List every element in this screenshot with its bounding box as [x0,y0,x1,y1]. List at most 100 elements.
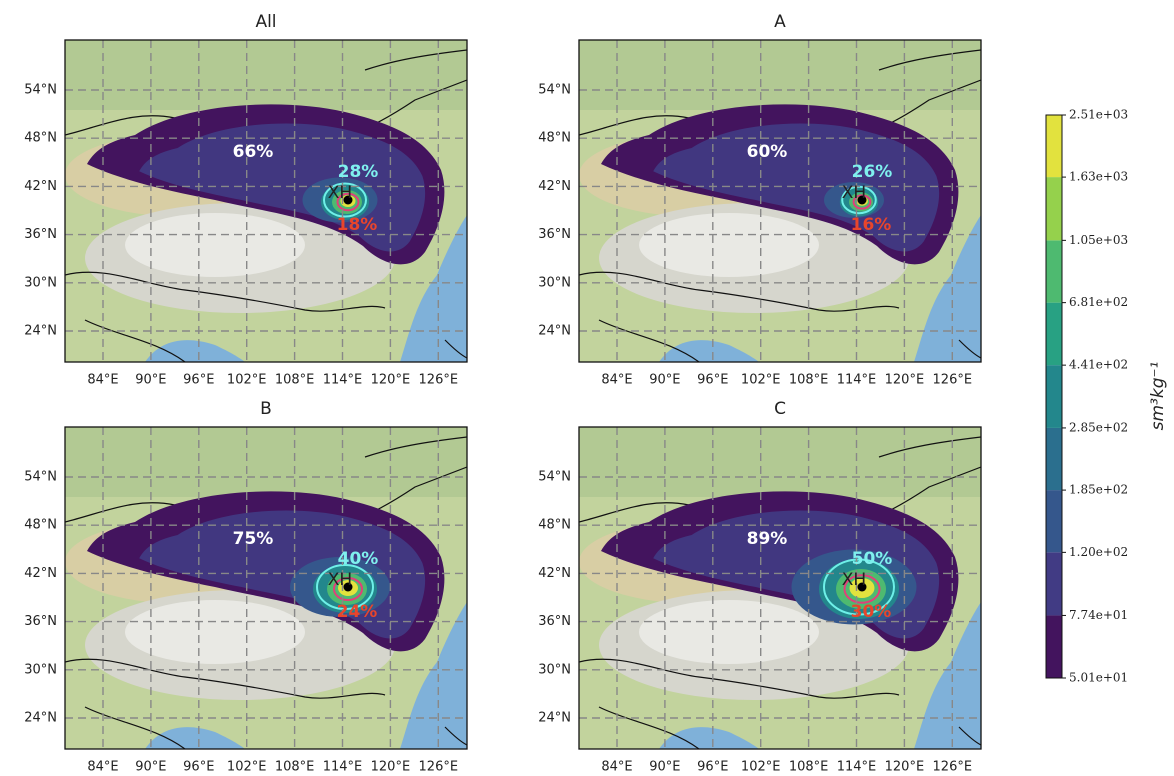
lat-label: 42°N [538,566,571,581]
mid-fraction: 28% [338,162,379,182]
lat-label: 36°N [24,614,57,629]
lon-label: 84°E [87,760,118,773]
north-land [65,40,467,110]
lon-label: 120°E [371,373,411,388]
lat-label: 24°N [24,324,57,339]
lon-label: 84°E [87,373,118,388]
lat-label: 48°N [538,131,571,146]
site-label: XH [842,570,866,590]
panel-title: All [255,12,276,32]
colorbar-tick-label: 7.74e+01 [1069,608,1128,622]
lat-label: 48°N [538,518,571,533]
colorbar-tick-label: 4.41e+02 [1069,358,1128,372]
site-label: XH [328,183,352,203]
colorbar-segment [1046,177,1062,240]
map-panel: 84°E 90°E 96°E 102°E 108°E 114°E 120°E 126°E 54°… [24,40,467,388]
lon-label: 126°E [419,760,459,773]
lat-label: 36°N [538,227,571,242]
figure: All 84°E 90°E 96°E 102°E 108°E 114°E 120°E 126°E… [0,0,1174,772]
map-panel: 84°E90°E96°E102°E108°E114°E120°E126°E54°… [538,427,981,772]
lat-label: 30°N [538,662,571,677]
panel-title: C [774,399,786,419]
lat-label: 24°N [24,711,57,726]
lon-label: 126°E [933,760,973,773]
plateau-core [639,600,819,664]
plateau-core [639,213,819,277]
colorbar-tick-label: 1.20e+02 [1069,545,1128,559]
plateau-core [125,600,305,664]
map-panel: 84°E90°E96°E102°E108°E114°E120°E126°E54°… [538,40,981,388]
north-land [579,40,981,110]
lon-label: 120°E [885,760,925,773]
lon-label: 102°E [741,760,781,773]
lon-label: 84°E [601,760,632,773]
lon-label: 96°E [183,373,214,388]
lon-label: 96°E [697,373,728,388]
colorbar-tick-label: 5.01e+01 [1069,671,1128,685]
total-fraction: 89% [747,529,788,549]
colorbar-tick-label: 2.51e+03 [1069,108,1128,122]
map-panel: 84°E 90°E 96°E 102°E 108°E 114°E 120°E 126°E 54°… [24,427,467,772]
lon-label: 96°E [183,760,214,773]
lat-label: 54°N [24,470,57,485]
colorbar-segment [1046,490,1062,552]
lat-label: 54°N [538,83,571,98]
colorbar-tick-label: 1.63e+03 [1069,170,1128,184]
site-label: XH [842,183,866,203]
total-fraction: 60% [747,142,788,162]
lon-label: 120°E [885,373,925,388]
lon-label: 108°E [789,373,829,388]
total-fraction: 75% [233,529,274,549]
mid-fraction: 50% [852,549,893,569]
lat-label: 30°N [24,275,57,290]
lat-label: 24°N [538,324,571,339]
colorbar-segment [1046,240,1062,302]
map-body [65,40,467,362]
lon-label: 126°E [419,373,459,388]
lon-label: 102°E [227,760,267,773]
colorbar-tick-label: 2.85e+02 [1069,420,1128,434]
map-body [579,40,981,362]
colorbar-segment [1046,115,1062,177]
lat-label: 36°N [24,227,57,242]
lat-label: 30°N [24,662,57,677]
lon-label: 90°E [649,373,680,388]
lon-label: 108°E [275,373,315,388]
plateau-core [125,213,305,277]
lat-label: 24°N [538,711,571,726]
lon-label: 114°E [837,760,877,773]
lon-label: 114°E [837,373,877,388]
colorbar-label: sm³kg⁻¹ [1148,362,1168,431]
total-fraction: 66% [233,142,274,162]
mid-fraction: 26% [852,162,893,182]
lon-label: 108°E [275,760,315,773]
north-land [579,427,981,497]
panel-title: A [774,12,786,32]
lon-label: 114°E [323,373,363,388]
lat-label: 30°N [538,275,571,290]
mid-fraction: 40% [338,549,379,569]
lon-label: 96°E [697,760,728,773]
lat-label: 42°N [24,566,57,581]
map-body [65,427,467,749]
lat-label: 54°N [538,470,571,485]
colorbar-tick-label: 1.05e+03 [1069,233,1128,247]
near-fraction: 30% [851,602,892,622]
lon-label: 90°E [135,373,166,388]
lat-label: 54°N [24,83,57,98]
lat-label: 42°N [538,179,571,194]
colorbar-segment [1046,303,1062,366]
lon-label: 90°E [649,760,680,773]
lon-label: 114°E [323,760,363,773]
lat-label: 48°N [24,131,57,146]
lon-label: 120°E [371,760,411,773]
lon-label: 126°E [933,373,973,388]
colorbar-segment [1046,365,1062,428]
lon-label: 102°E [227,373,267,388]
near-fraction: 24% [337,602,378,622]
colorbar-segment [1046,428,1062,490]
lon-label: 102°E [741,373,781,388]
panel-title: B [260,399,272,419]
lon-label: 90°E [135,760,166,773]
map-body [579,427,981,749]
